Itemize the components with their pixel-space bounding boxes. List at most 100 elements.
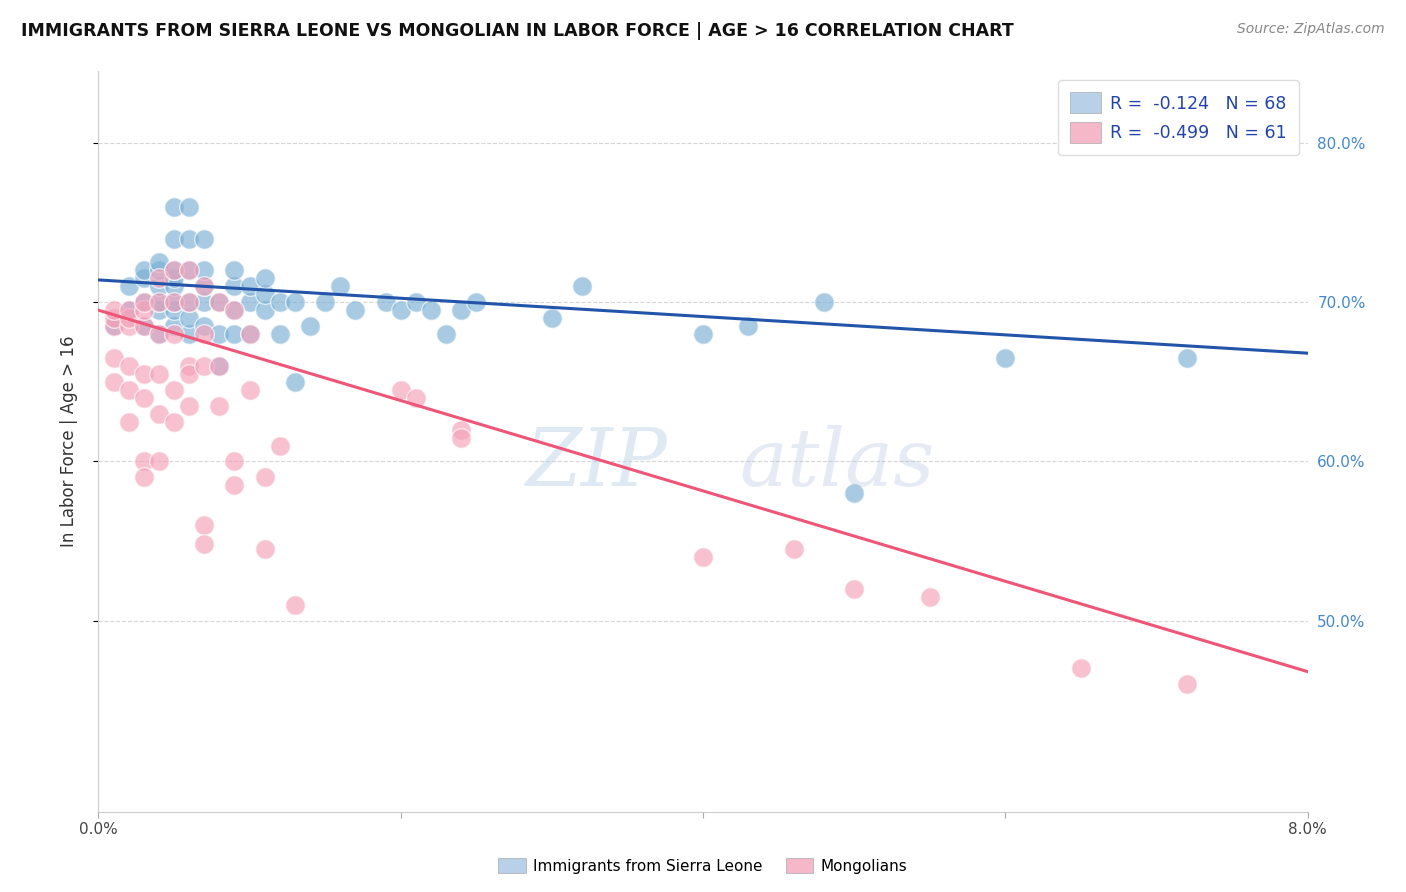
Point	[163, 271, 186, 285]
Point	[692, 549, 714, 564]
Point	[132, 367, 155, 381]
Point	[450, 431, 472, 445]
Point	[208, 399, 231, 413]
Point	[434, 327, 457, 342]
Point	[193, 263, 215, 277]
Point	[193, 327, 215, 342]
Legend: R =  -0.124   N = 68, R =  -0.499   N = 61: R = -0.124 N = 68, R = -0.499 N = 61	[1059, 80, 1299, 155]
Point	[541, 311, 564, 326]
Point	[269, 327, 291, 342]
Point	[224, 303, 246, 318]
Point	[253, 287, 276, 301]
Point	[224, 327, 246, 342]
Point	[193, 537, 215, 551]
Point	[163, 295, 186, 310]
Text: atlas: atlas	[740, 425, 935, 502]
Point	[239, 327, 262, 342]
Text: Source: ZipAtlas.com: Source: ZipAtlas.com	[1237, 22, 1385, 37]
Point	[269, 438, 291, 452]
Point	[224, 263, 246, 277]
Text: IMMIGRANTS FROM SIERRA LEONE VS MONGOLIAN IN LABOR FORCE | AGE > 16 CORRELATION : IMMIGRANTS FROM SIERRA LEONE VS MONGOLIA…	[21, 22, 1014, 40]
Point	[239, 327, 262, 342]
Point	[179, 295, 201, 310]
Point	[118, 383, 141, 397]
Point	[148, 367, 170, 381]
Point	[163, 231, 186, 245]
Point	[405, 295, 427, 310]
Point	[163, 319, 186, 334]
Point	[269, 295, 291, 310]
Point	[132, 470, 155, 484]
Point	[208, 327, 231, 342]
Point	[132, 391, 155, 405]
Point	[918, 590, 941, 604]
Point	[344, 303, 367, 318]
Point	[284, 295, 307, 310]
Point	[132, 263, 155, 277]
Point	[208, 359, 231, 373]
Point	[163, 263, 186, 277]
Point	[179, 367, 201, 381]
Point	[148, 295, 170, 310]
Point	[405, 391, 427, 405]
Point	[132, 295, 155, 310]
Point	[179, 200, 201, 214]
Point	[103, 319, 125, 334]
Point	[239, 295, 262, 310]
Point	[208, 295, 231, 310]
Point	[179, 311, 201, 326]
Point	[193, 359, 215, 373]
Point	[844, 582, 866, 596]
Point	[148, 407, 170, 421]
Point	[224, 303, 246, 318]
Point	[118, 415, 141, 429]
Y-axis label: In Labor Force | Age > 16: In Labor Force | Age > 16	[59, 335, 77, 548]
Point	[103, 303, 125, 318]
Point	[118, 319, 141, 334]
Point	[253, 541, 276, 556]
Point	[450, 303, 472, 318]
Point	[193, 279, 215, 293]
Point	[103, 351, 125, 365]
Point	[179, 295, 201, 310]
Text: ZIP: ZIP	[524, 425, 666, 502]
Point	[132, 454, 155, 468]
Point	[193, 319, 215, 334]
Point	[179, 359, 201, 373]
Point	[253, 303, 276, 318]
Point	[737, 319, 759, 334]
Point	[239, 383, 262, 397]
Point	[163, 415, 186, 429]
Point	[314, 295, 336, 310]
Point	[253, 271, 276, 285]
Point	[148, 454, 170, 468]
Point	[465, 295, 488, 310]
Point	[163, 303, 186, 318]
Point	[148, 303, 170, 318]
Point	[224, 279, 246, 293]
Point	[132, 295, 155, 310]
Point	[813, 295, 835, 310]
Point	[208, 359, 231, 373]
Point	[224, 454, 246, 468]
Point	[389, 303, 412, 318]
Point	[163, 383, 186, 397]
Point	[193, 279, 215, 293]
Point	[148, 263, 170, 277]
Point	[103, 375, 125, 389]
Point	[193, 295, 215, 310]
Point	[163, 279, 186, 293]
Point	[118, 359, 141, 373]
Point	[193, 231, 215, 245]
Point	[132, 319, 155, 334]
Point	[148, 279, 170, 293]
Point	[299, 319, 322, 334]
Legend: Immigrants from Sierra Leone, Mongolians: Immigrants from Sierra Leone, Mongolians	[492, 852, 914, 880]
Point	[118, 303, 141, 318]
Point	[118, 303, 141, 318]
Point	[103, 319, 125, 334]
Point	[148, 327, 170, 342]
Point	[994, 351, 1017, 365]
Point	[389, 383, 412, 397]
Point	[179, 399, 201, 413]
